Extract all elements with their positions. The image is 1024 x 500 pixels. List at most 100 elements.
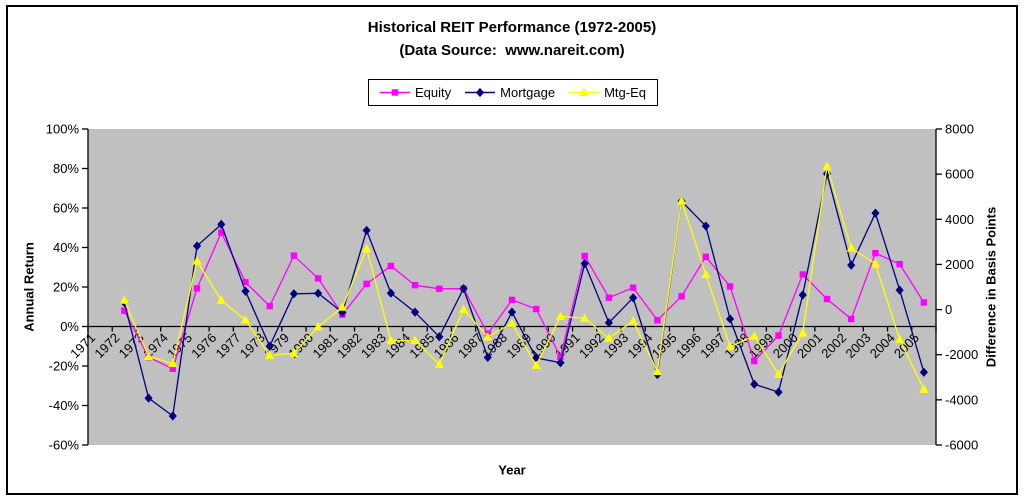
- triangle-marker: [919, 384, 929, 393]
- triangle-marker: [652, 366, 662, 376]
- diamond-marker: [338, 307, 347, 318]
- triangle-marker: [846, 243, 856, 252]
- legend-item-mtg-eq: Mtg-Eq: [569, 85, 646, 100]
- square-marker: [726, 283, 734, 290]
- diamond-marker: [725, 314, 735, 324]
- square-marker: [848, 315, 855, 323]
- legend-label: Mortgage: [500, 85, 556, 100]
- diamond-marker: [192, 241, 202, 251]
- diamond-marker: [604, 318, 614, 328]
- right-axis-tick-label: -4000: [945, 392, 978, 407]
- diamond-marker: [629, 293, 638, 303]
- triangle-marker: [677, 196, 687, 205]
- left-axis-tick-label: 40%: [53, 240, 79, 255]
- square-marker: [654, 317, 661, 324]
- triangle-marker: [773, 369, 784, 378]
- mortgage-line: [123, 173, 925, 418]
- right-axis-tick-label: 6000: [945, 167, 974, 182]
- triangle-marker: [725, 341, 735, 351]
- diamond-marker: [144, 393, 153, 403]
- square-marker: [823, 295, 831, 303]
- left-axis-title: Annual Return: [21, 242, 37, 332]
- square-legend-icon: [380, 89, 411, 96]
- right-axis-tick-label: 0: [945, 302, 952, 317]
- diamond-marker: [168, 411, 177, 421]
- diamond-marker: [386, 288, 395, 298]
- square-marker: [872, 249, 879, 257]
- chart-outer-border: [6, 5, 1018, 495]
- diamond-marker: [217, 219, 226, 229]
- square-marker: [266, 302, 273, 310]
- right-axis-tick-label: 2000: [945, 257, 974, 272]
- right-axis-title: Difference in Basis Points: [983, 206, 999, 368]
- triangle-marker: [192, 256, 202, 265]
- triangle-marker: [168, 358, 178, 368]
- square-marker: [121, 307, 128, 314]
- square-marker: [605, 294, 613, 301]
- left-axis-tick-label: -40%: [49, 398, 80, 413]
- diamond-marker: [532, 353, 541, 363]
- square-marker: [775, 332, 782, 339]
- diamond-marker: [701, 221, 710, 231]
- square-marker: [314, 275, 322, 282]
- triangle-marker: [119, 295, 129, 304]
- triangle-marker: [362, 243, 372, 253]
- triangle-marker: [240, 315, 251, 324]
- diamond-marker: [895, 285, 904, 295]
- triangle-marker: [337, 302, 347, 311]
- legend-item-mortgage: Mortgage: [465, 85, 555, 100]
- triangle-marker: [216, 295, 226, 304]
- triangle-marker: [143, 351, 154, 360]
- left-axis-tick-label: 0%: [60, 319, 79, 334]
- chart-subtitle: (Data Source: www.nareit.com): [399, 42, 625, 59]
- equity-line: [123, 230, 925, 370]
- triangle-marker: [822, 161, 832, 171]
- diamond-marker: [507, 307, 517, 317]
- triangle-marker: [483, 331, 493, 341]
- diamond-marker: [289, 289, 299, 299]
- triangle-marker: [895, 334, 905, 343]
- chart-title: Historical REIT Performance (1972-2005): [367, 19, 657, 36]
- diamond-marker: [265, 341, 274, 351]
- triangle-marker: [604, 333, 614, 342]
- triangle-marker: [410, 335, 420, 345]
- legend-item-equity: Equity: [380, 85, 451, 100]
- diamond-marker: [435, 332, 444, 342]
- triangle-marker: [628, 316, 638, 325]
- triangle-marker: [313, 321, 323, 331]
- square-marker: [242, 279, 249, 286]
- square-marker: [363, 280, 370, 288]
- diamond-marker: [241, 286, 250, 296]
- triangle-marker: [555, 311, 566, 320]
- diamond-marker: [774, 387, 783, 397]
- diamond-legend-icon: [465, 87, 496, 98]
- triangle-legend-icon: [569, 87, 600, 97]
- diamond-marker: [362, 225, 371, 236]
- square-marker: [678, 293, 685, 300]
- square-marker: [533, 305, 540, 313]
- square-marker: [629, 284, 637, 291]
- left-axis-tick-label: 80%: [53, 161, 79, 176]
- triangle-marker: [289, 348, 299, 357]
- square-marker: [751, 357, 758, 365]
- diamond-marker: [847, 260, 856, 270]
- legend-label: Mtg-Eq: [604, 85, 646, 100]
- left-axis-tick-label: -20%: [49, 359, 80, 374]
- square-marker: [896, 260, 903, 268]
- triangle-marker: [580, 313, 590, 322]
- square-marker: [436, 285, 443, 292]
- square-marker: [920, 299, 928, 306]
- triangle-marker: [701, 269, 711, 278]
- square-marker: [218, 229, 225, 236]
- plot-area: [88, 129, 936, 445]
- square-marker: [411, 281, 419, 289]
- square-marker: [508, 296, 516, 304]
- left-axis-tick-label: -60%: [49, 438, 80, 453]
- triangle-marker: [458, 304, 469, 314]
- diamond-marker: [580, 259, 589, 269]
- diamond-marker: [483, 352, 492, 363]
- left-axis-tick-label: 100%: [46, 122, 80, 137]
- square-marker: [557, 353, 564, 361]
